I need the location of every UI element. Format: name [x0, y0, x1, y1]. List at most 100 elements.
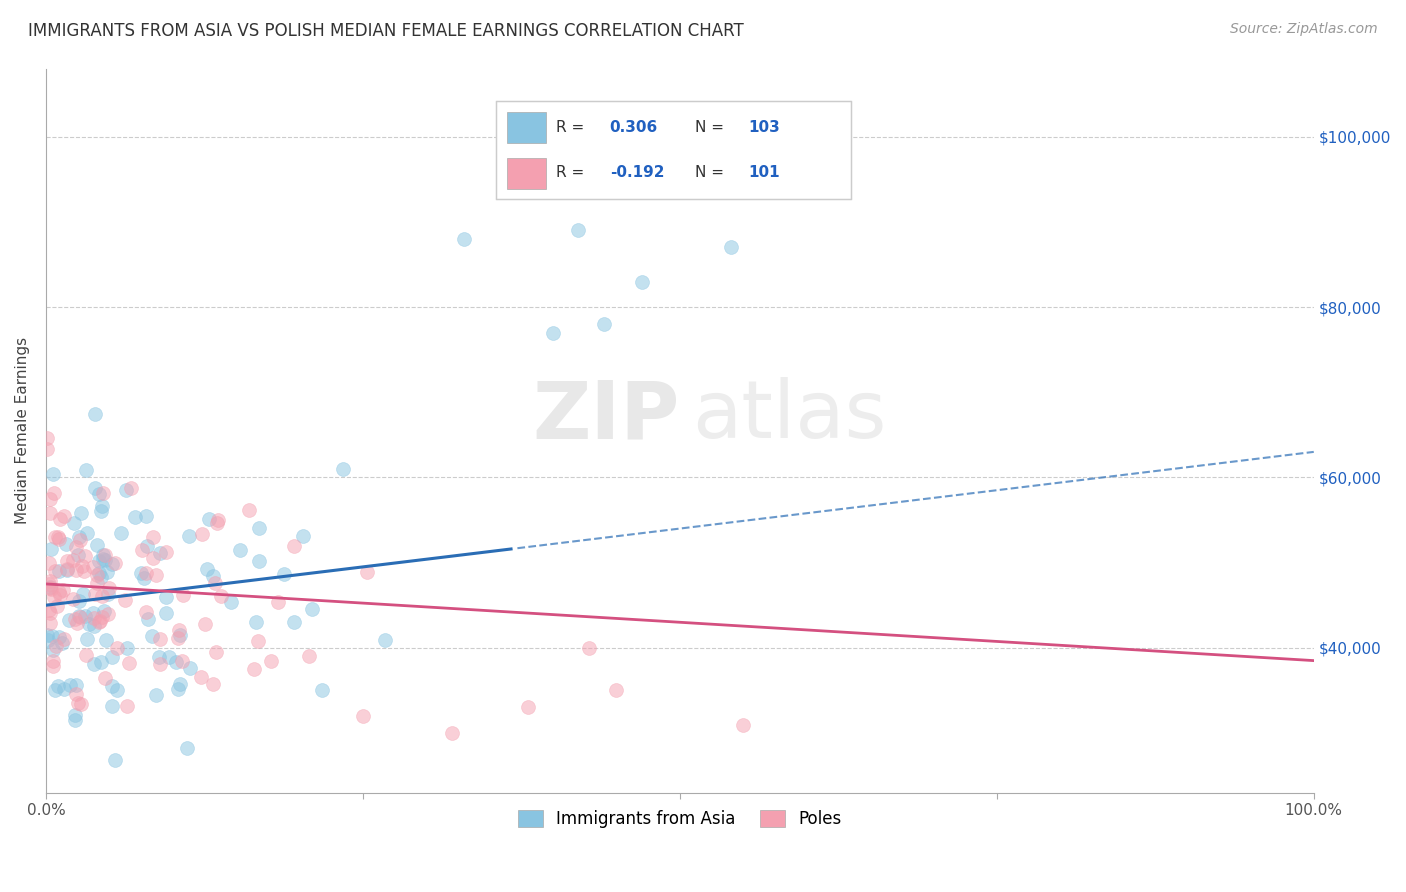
Point: [267, 595, 290, 609]
Point: [190, 670, 212, 684]
Point: [48, 564, 70, 578]
Point: [58, 614, 80, 628]
Point: [205, 645, 228, 659]
Point: [83, 408, 105, 422]
Point: [73, 549, 96, 563]
Point: [48, 533, 70, 547]
Y-axis label: Median Female Earnings: Median Female Earnings: [15, 337, 30, 524]
Point: [83, 619, 105, 633]
Point: [135, 508, 157, 523]
Point: [65, 540, 87, 554]
Point: [65, 563, 87, 577]
Point: [39, 492, 62, 507]
Point: [157, 650, 180, 665]
Point: [67, 608, 90, 623]
Point: [91, 589, 114, 603]
Point: [62, 516, 84, 531]
Point: [82, 606, 104, 620]
Point: [356, 566, 378, 580]
Point: [93, 486, 115, 500]
Point: [107, 640, 129, 655]
Point: [131, 543, 153, 558]
Point: [155, 545, 177, 559]
Point: [66, 696, 89, 710]
Point: [630, 275, 652, 289]
Point: [75, 648, 97, 662]
Point: [352, 709, 374, 723]
Point: [135, 566, 157, 581]
Point: [72, 587, 94, 601]
Point: [132, 571, 155, 585]
Point: [55, 537, 77, 551]
Point: [129, 566, 152, 581]
Point: [39, 574, 62, 588]
Point: [48, 588, 70, 602]
Point: [149, 546, 172, 560]
Point: [38, 603, 60, 617]
Point: [247, 521, 270, 535]
Point: [733, 717, 755, 731]
Point: [141, 550, 163, 565]
Point: [82, 560, 104, 574]
Point: [44, 564, 66, 578]
Point: [332, 462, 354, 476]
Point: [283, 615, 305, 629]
Point: [142, 530, 165, 544]
Point: [96, 565, 118, 579]
Point: [100, 699, 122, 714]
Point: [89, 656, 111, 670]
Point: [94, 671, 117, 685]
Point: [298, 649, 321, 664]
Point: [56, 563, 79, 577]
Point: [37, 628, 59, 642]
Point: [202, 569, 225, 583]
Point: [39, 606, 62, 620]
Point: [197, 562, 219, 576]
Point: [169, 676, 191, 690]
Point: [179, 661, 201, 675]
Point: [148, 650, 170, 665]
Point: [38, 506, 60, 520]
Point: [204, 575, 226, 590]
Point: [110, 526, 132, 541]
Point: [76, 525, 98, 540]
Point: [38, 580, 60, 594]
Point: [41, 643, 63, 657]
Point: [114, 593, 136, 607]
Point: [155, 606, 177, 620]
Point: [118, 656, 141, 670]
Point: [45, 639, 67, 653]
Point: [89, 615, 111, 630]
Text: IMMIGRANTS FROM ASIA VS POLISH MEDIAN FEMALE EARNINGS CORRELATION CHART: IMMIGRANTS FROM ASIA VS POLISH MEDIAN FE…: [28, 22, 744, 40]
Point: [94, 632, 117, 647]
Point: [89, 487, 111, 501]
Point: [69, 506, 91, 520]
Point: [120, 481, 142, 495]
Point: [70, 559, 93, 574]
Point: [86, 576, 108, 591]
Point: [205, 516, 228, 530]
Point: [114, 483, 136, 498]
Point: [238, 503, 260, 517]
Point: [101, 679, 124, 693]
Point: [97, 586, 120, 600]
Point: [91, 552, 114, 566]
Point: [145, 567, 167, 582]
Point: [105, 682, 128, 697]
Point: [166, 632, 188, 646]
Point: [66, 615, 89, 630]
Point: [97, 582, 120, 596]
Point: [91, 499, 114, 513]
Point: [46, 599, 69, 613]
Point: [202, 677, 225, 691]
Point: [228, 543, 250, 558]
Point: [94, 548, 117, 562]
Legend: Immigrants from Asia, Poles: Immigrants from Asia, Poles: [510, 804, 849, 835]
Point: [90, 570, 112, 584]
Point: [41, 629, 63, 643]
Point: [63, 708, 86, 723]
Point: [37, 633, 59, 648]
Point: [39, 581, 62, 595]
Point: [48, 512, 70, 526]
Point: [104, 753, 127, 767]
